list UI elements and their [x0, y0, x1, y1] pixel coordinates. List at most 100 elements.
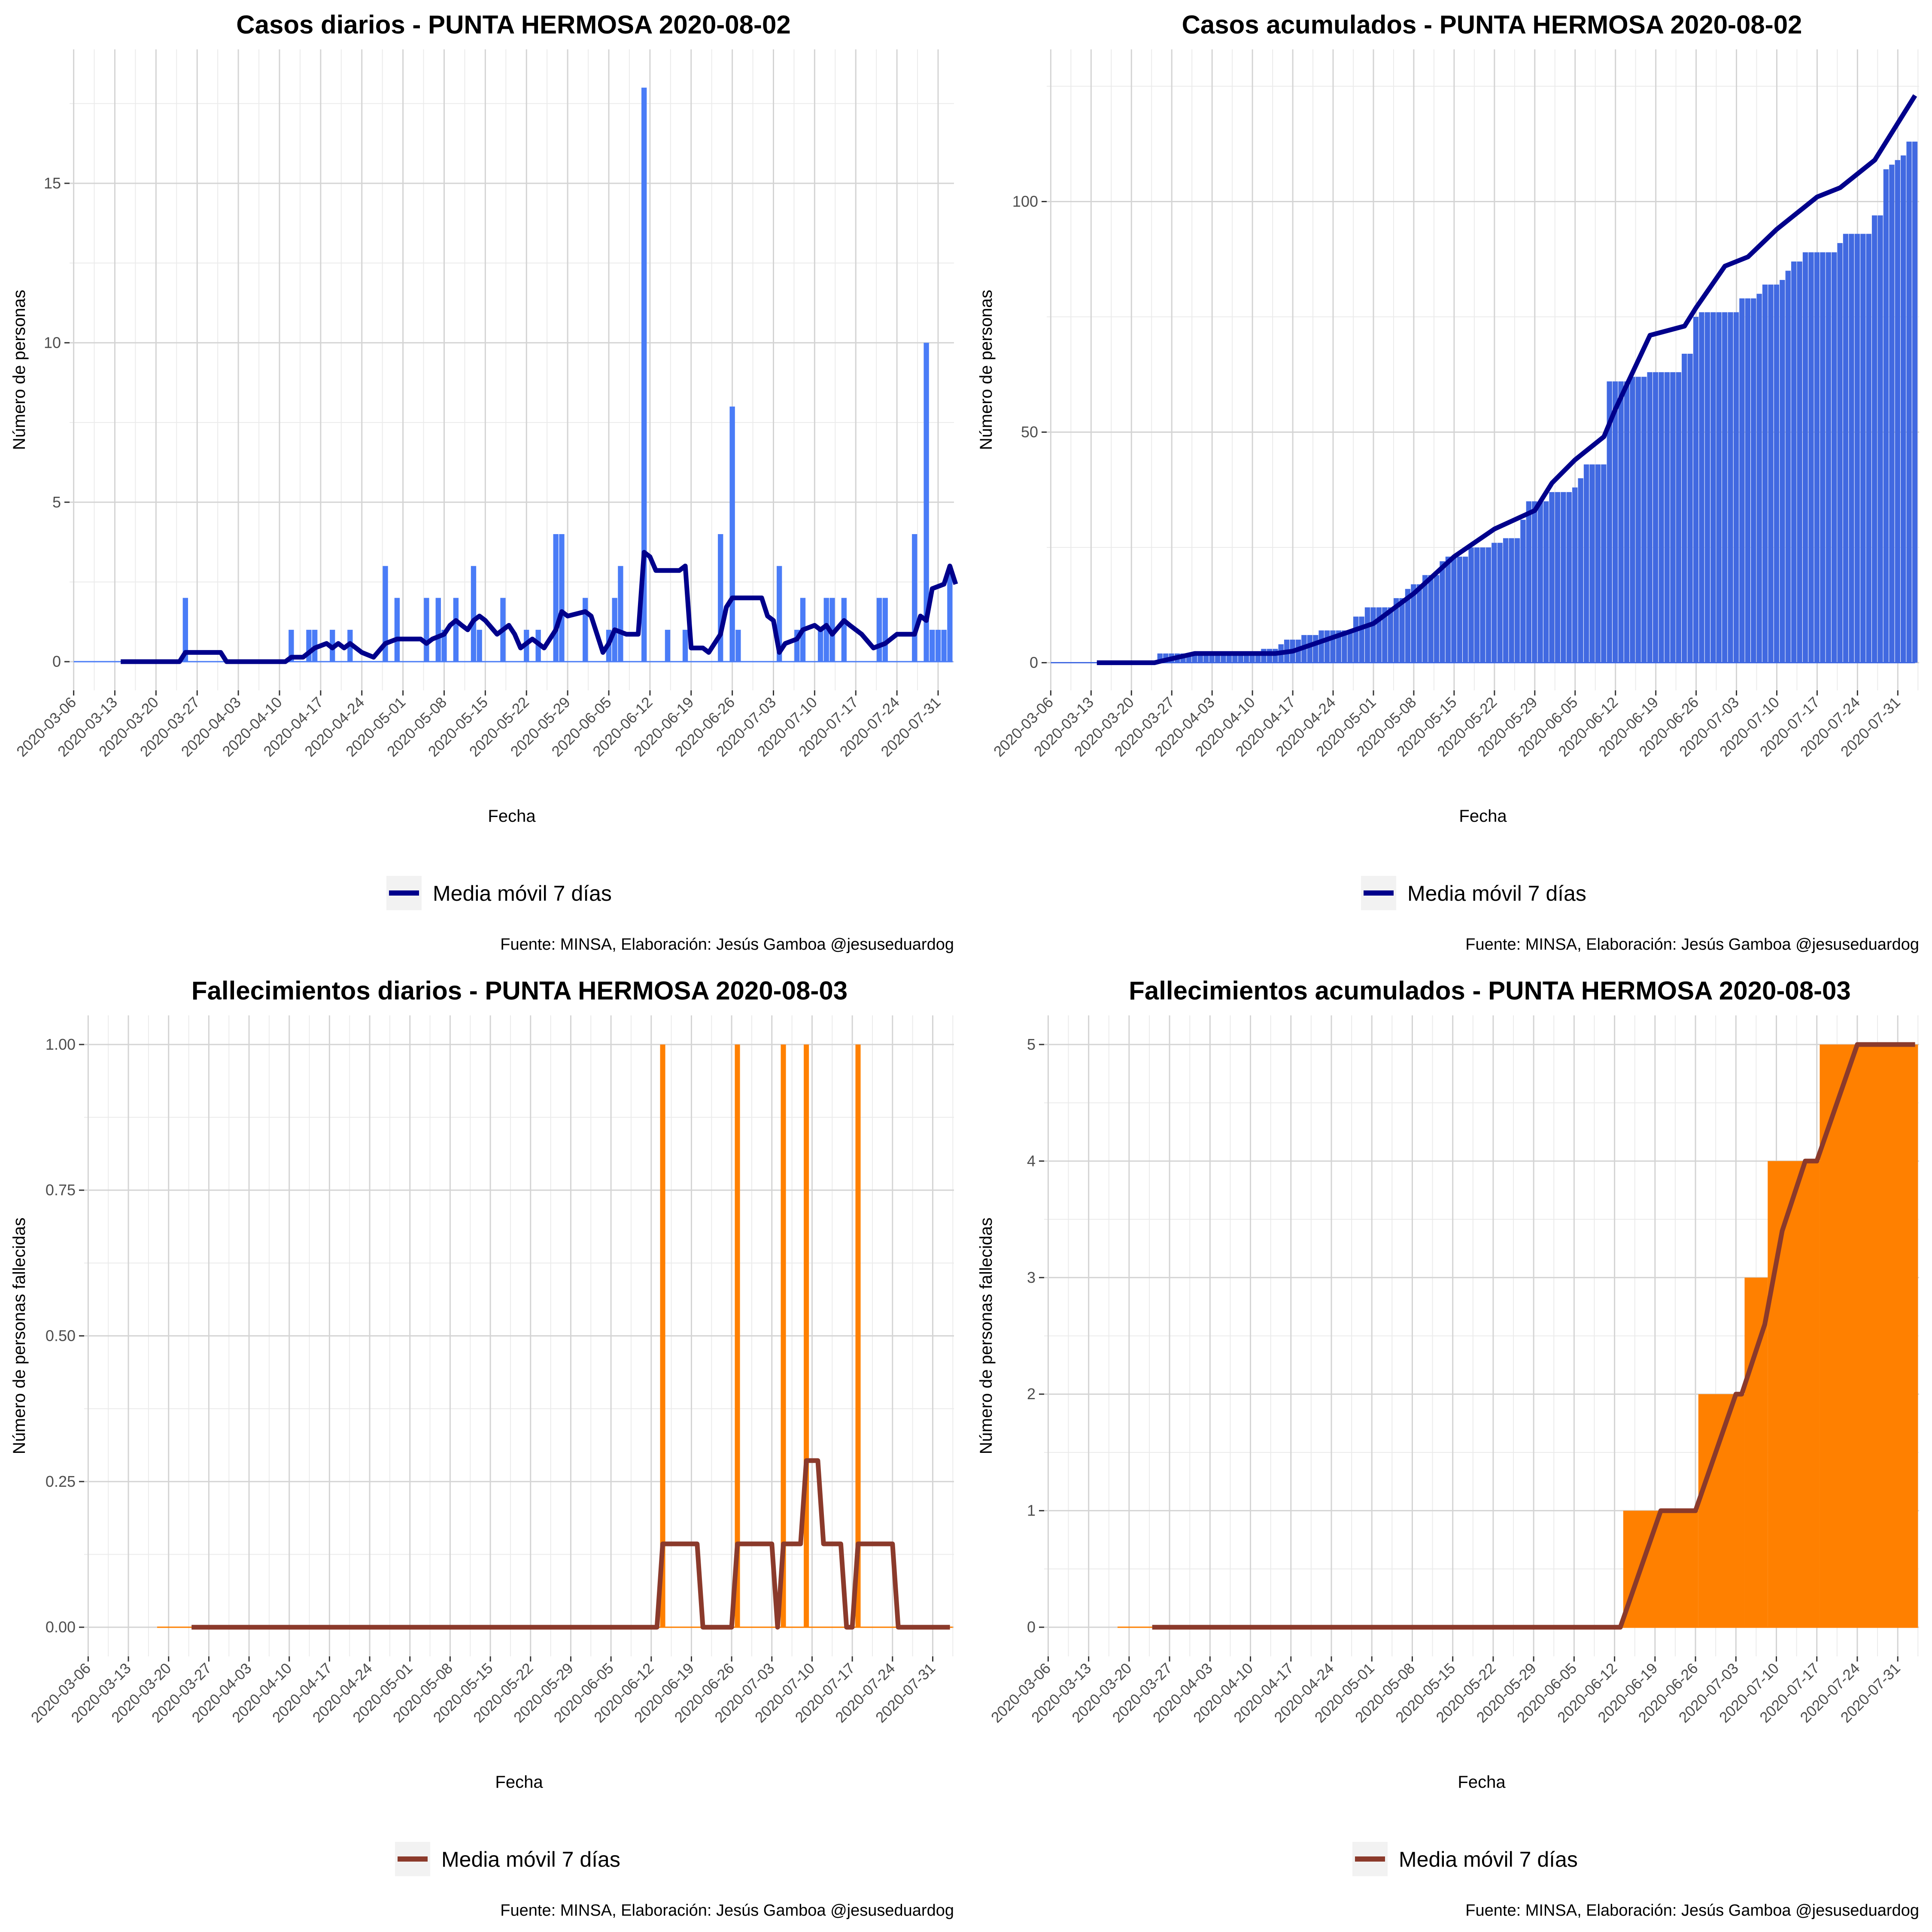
bar [1612, 381, 1618, 663]
bar [1733, 312, 1739, 663]
bar [1710, 312, 1716, 663]
y-tick-label: 10 [44, 334, 61, 351]
bar [1699, 312, 1704, 663]
bar [1342, 630, 1347, 663]
bar [1405, 589, 1411, 663]
bar [1791, 261, 1797, 663]
bar [1780, 280, 1785, 663]
bar [1561, 492, 1566, 663]
y-tick-label: 0 [1027, 1618, 1036, 1636]
bar [1860, 234, 1866, 663]
bar [1411, 584, 1416, 663]
series-line [121, 550, 958, 664]
bar [453, 598, 459, 662]
bar [1313, 635, 1318, 663]
series-line [191, 1458, 950, 1630]
y-tick-label: 0.25 [46, 1473, 76, 1490]
bar [823, 598, 829, 662]
chart-title: Fallecimientos acumulados - PUNTA HERMOS… [1129, 976, 1851, 1005]
chart-marks [1051, 94, 1918, 665]
y-tick-label: 1 [1027, 1502, 1036, 1519]
bar [1756, 294, 1762, 663]
bar [1578, 478, 1583, 663]
bar [912, 534, 917, 662]
bar [1653, 372, 1659, 663]
bar [1906, 141, 1912, 663]
bar [829, 598, 835, 662]
bar [1739, 298, 1745, 663]
y-tick-label: 1.00 [46, 1036, 76, 1053]
bar [583, 598, 588, 662]
bar [941, 629, 947, 662]
bar [1399, 598, 1405, 663]
bar [1595, 464, 1601, 663]
bar [1768, 284, 1774, 663]
y-axis-label: Número de personas [977, 290, 996, 450]
bar [1854, 234, 1860, 663]
bar [1543, 501, 1549, 663]
y-axis: 0.00 0.25 0.50 0.75 1.00 [46, 1036, 84, 1636]
bar [660, 1044, 665, 1628]
bar [1659, 372, 1664, 663]
bar [1468, 547, 1474, 663]
bar [1877, 215, 1883, 663]
bar [1434, 575, 1440, 663]
bar [1566, 492, 1572, 663]
bar [1814, 252, 1820, 663]
bar [1630, 377, 1635, 663]
bar [1364, 607, 1370, 663]
bar [1728, 312, 1733, 663]
bar [804, 1044, 809, 1628]
bar [735, 629, 741, 662]
bar [1589, 464, 1595, 663]
y-tick-label: 2 [1027, 1385, 1036, 1403]
bar [947, 566, 953, 662]
bar [1808, 252, 1814, 663]
bar [641, 88, 647, 662]
bar [841, 598, 847, 662]
legend: Media móvil 7 días [1361, 876, 1586, 910]
legend-label: Media móvil 7 días [1407, 881, 1586, 905]
bar [1676, 372, 1681, 663]
y-tick-label: 0 [52, 653, 61, 670]
bar [1716, 312, 1722, 663]
y-tick-label: 3 [1027, 1269, 1036, 1286]
bar [1843, 234, 1849, 663]
bar [1664, 372, 1670, 663]
legend: Media móvil 7 días [395, 1842, 620, 1876]
bar [1318, 630, 1324, 663]
series-line [1097, 94, 1917, 665]
y-tick-label: 15 [44, 174, 61, 192]
bar [182, 598, 188, 662]
bar [1428, 575, 1434, 663]
bar [441, 629, 447, 662]
bar [1480, 547, 1485, 663]
bar [1889, 164, 1895, 663]
chart-marks [73, 88, 958, 664]
bar [1572, 487, 1578, 663]
grid [70, 49, 954, 690]
bar [1474, 547, 1480, 663]
y-axis: 0 5 10 15 [44, 174, 70, 670]
bar [394, 598, 400, 662]
y-tick-label: 100 [1012, 192, 1038, 210]
bar [1895, 160, 1900, 663]
x-axis-label: Fecha [488, 807, 536, 826]
bar [1445, 556, 1451, 663]
bar [718, 534, 723, 662]
chart-title: Casos diarios - PUNTA HERMOSA 2020-08-02 [236, 10, 791, 39]
bar [1635, 377, 1641, 663]
bar [1802, 252, 1808, 663]
bar [1324, 630, 1330, 663]
bar [1647, 372, 1653, 663]
bar [1820, 252, 1826, 663]
y-axis-label: Número de personas [10, 290, 29, 450]
bar [1912, 141, 1918, 663]
bar [1549, 492, 1555, 663]
bar [1520, 519, 1526, 663]
bar [1682, 353, 1687, 663]
bar [1492, 543, 1497, 663]
bar [1826, 252, 1831, 663]
